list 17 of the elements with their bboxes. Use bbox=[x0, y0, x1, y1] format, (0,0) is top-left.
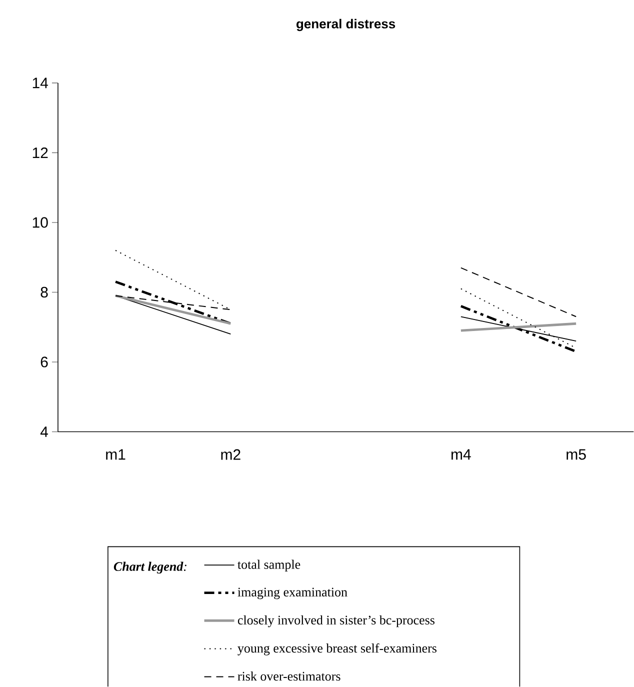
legend-title: Chart legend: bbox=[114, 562, 186, 574]
legend-label: total sample bbox=[238, 560, 300, 572]
legend-label: closely involved in sister’s bc-process bbox=[238, 615, 434, 628]
y-tick-label: 8 bbox=[40, 286, 48, 298]
x-tick-label: m4 bbox=[451, 449, 471, 460]
y-tick-label: 10 bbox=[32, 217, 48, 228]
y-tick-label: 4 bbox=[40, 426, 48, 437]
legend-label: risk over-estimators bbox=[238, 672, 340, 681]
legend-label: young excessive breast self-examiners bbox=[238, 643, 436, 656]
x-tick-label: m5 bbox=[566, 449, 586, 460]
y-tick-label: 14 bbox=[32, 78, 48, 88]
y-tick-label: 6 bbox=[40, 356, 48, 368]
y-tick-label: 12 bbox=[32, 147, 48, 158]
x-tick-label: m1 bbox=[106, 449, 126, 460]
chart-title: general distress bbox=[296, 18, 396, 32]
x-tick-label: m2 bbox=[221, 449, 240, 460]
legend-label: imaging examination bbox=[238, 588, 348, 600]
